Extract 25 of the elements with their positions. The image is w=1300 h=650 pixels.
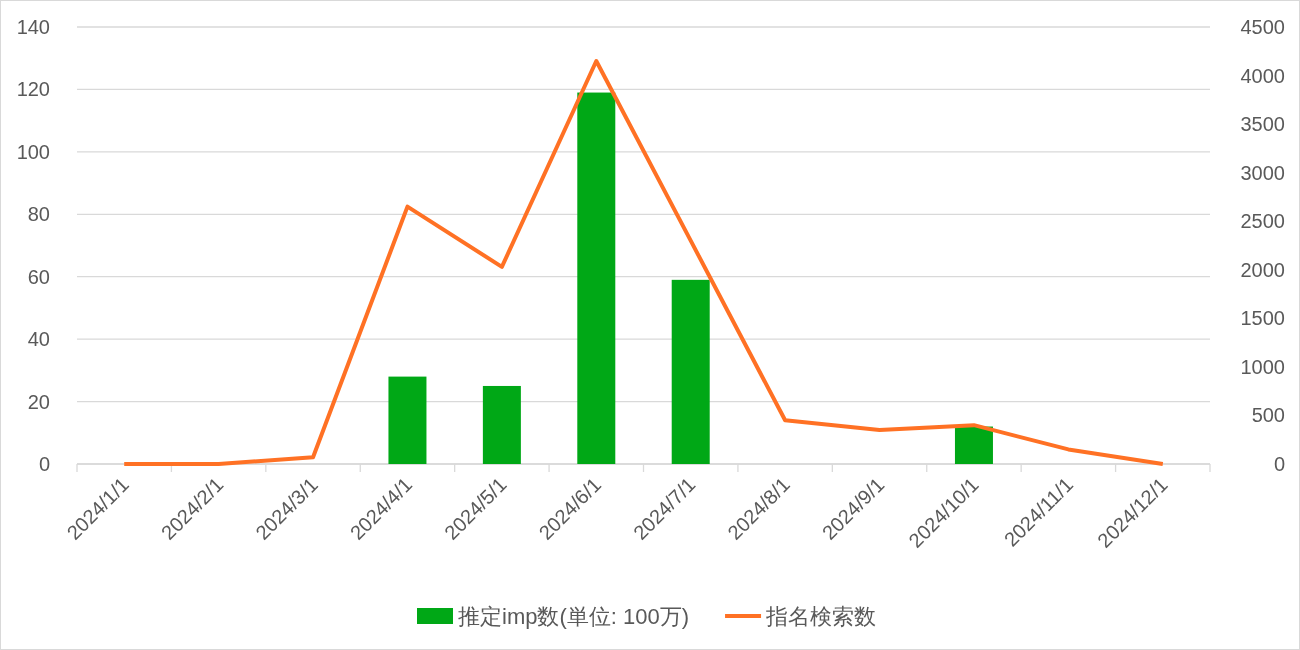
y2-tick-label: 2000: [1240, 258, 1285, 281]
bar: [577, 92, 616, 464]
y-tick-label: 100: [16, 140, 50, 163]
y-tick-label: 140: [16, 16, 50, 38]
y2-tick-label: 2500: [1240, 210, 1285, 233]
y-tick-label: 120: [16, 78, 50, 101]
legend-label: 指名検索数: [765, 604, 877, 629]
bar: [954, 426, 993, 464]
y-tick-label: 40: [27, 328, 50, 351]
y-tick-label: 0: [38, 453, 50, 475]
y-tick-label: 60: [27, 265, 50, 288]
y2-tick-label: 500: [1251, 404, 1285, 427]
bar: [388, 376, 427, 464]
bar: [671, 279, 710, 464]
y-tick-label: 20: [27, 390, 50, 413]
legend-label: 推定imp数(単位: 100万): [458, 604, 690, 629]
y2-tick-label: 1000: [1240, 355, 1285, 378]
y-tick-label: 80: [27, 203, 50, 226]
y2-tick-label: 0: [1273, 453, 1285, 475]
y2-tick-label: 3500: [1240, 113, 1285, 136]
y2-tick-label: 4500: [1240, 16, 1285, 38]
y2-tick-label: 3000: [1240, 161, 1285, 184]
y2-tick-label: 1500: [1240, 307, 1285, 330]
y2-tick-label: 4000: [1240, 64, 1285, 87]
bar: [482, 385, 521, 464]
